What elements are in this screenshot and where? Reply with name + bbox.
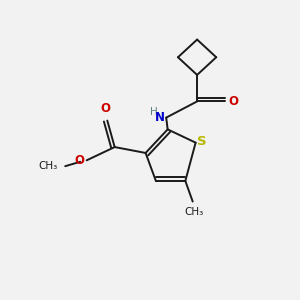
Text: O: O <box>229 95 238 108</box>
Text: S: S <box>197 135 207 148</box>
Text: CH₃: CH₃ <box>184 207 204 217</box>
Text: O: O <box>101 102 111 115</box>
Text: CH₃: CH₃ <box>38 161 57 171</box>
Text: N: N <box>155 111 165 124</box>
Text: O: O <box>74 154 84 167</box>
Text: H: H <box>150 107 158 117</box>
